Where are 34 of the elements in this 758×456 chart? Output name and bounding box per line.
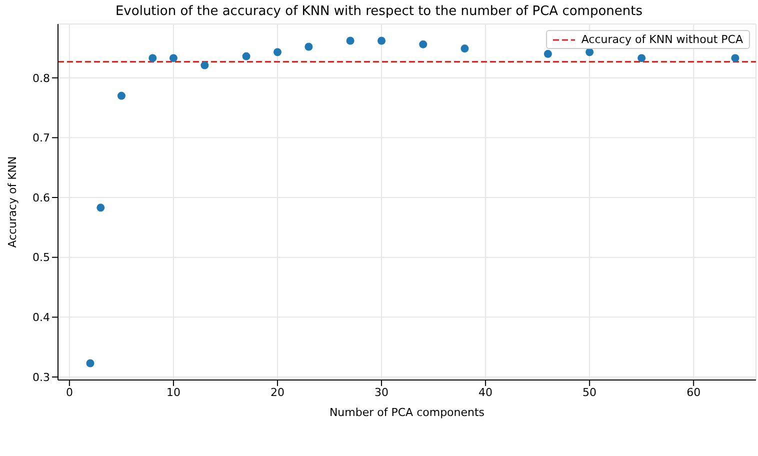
x-tick-label: 50 (582, 386, 597, 399)
y-tick-label: 0.4 (32, 311, 50, 324)
point (148, 54, 157, 62)
y-tick-label: 0.6 (32, 191, 50, 204)
x-tick-label: 30 (374, 386, 389, 399)
point (731, 54, 740, 62)
x-tick-label: 60 (686, 386, 701, 399)
y-tick-label: 0.8 (32, 72, 50, 85)
y-axis-title: Accuracy of KNN (6, 156, 19, 248)
chart-title: Evolution of the accuracy of KNN with respect to the number of PCA components (114, 4, 644, 19)
point (273, 48, 282, 56)
y-tick-label: 0.5 (32, 251, 50, 264)
point (86, 359, 94, 368)
y-tick-label: 0.7 (32, 132, 50, 145)
x-tick-label: 40 (478, 386, 493, 399)
point (544, 50, 552, 58)
point (117, 92, 126, 100)
point (460, 44, 469, 53)
point (586, 48, 594, 56)
point (200, 61, 209, 70)
x-tick-label: 20 (270, 386, 284, 399)
x-tick-label: 0 (66, 386, 73, 399)
x-axis-title: Number of PCA components (329, 406, 485, 419)
point (346, 36, 354, 45)
point (169, 54, 178, 62)
point (378, 36, 386, 45)
y-tick-label: 0.3 (32, 370, 50, 384)
legend-label: Accuracy of KNN without PCA (581, 33, 743, 46)
point (419, 40, 428, 48)
point (242, 52, 250, 60)
point (96, 204, 105, 212)
point (304, 42, 313, 51)
point (638, 54, 646, 62)
x-tick-label: 10 (166, 386, 180, 399)
